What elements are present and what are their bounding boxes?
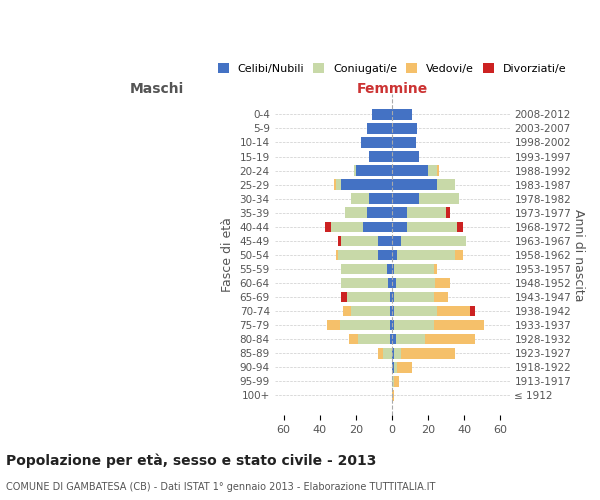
Bar (394, 306, 437, 316)
Bar (407, 208, 446, 218)
Text: Femmine: Femmine (356, 82, 428, 96)
Bar (341, 278, 388, 288)
Bar (372, 109, 392, 120)
Bar (446, 208, 450, 218)
Bar (367, 208, 392, 218)
Bar (334, 180, 336, 190)
Bar (392, 320, 394, 330)
Bar (341, 180, 392, 190)
Bar (345, 208, 367, 218)
Bar (390, 334, 392, 344)
Bar (392, 109, 412, 120)
Bar (392, 264, 394, 274)
Bar (394, 292, 434, 302)
Bar (394, 348, 401, 358)
Bar (377, 236, 392, 246)
Bar (349, 334, 358, 344)
Bar (386, 264, 392, 274)
Bar (338, 250, 377, 260)
Bar (392, 362, 394, 372)
Bar (395, 334, 425, 344)
Bar (361, 137, 392, 147)
Bar (341, 264, 386, 274)
Bar (392, 236, 401, 246)
Bar (392, 123, 418, 134)
Legend: Celibi/Nubili, Coniugati/e, Vedovi/e, Divorziati/e: Celibi/Nubili, Coniugati/e, Vedovi/e, Di… (213, 58, 571, 78)
Y-axis label: Fasce di età: Fasce di età (221, 218, 234, 292)
Text: Maschi: Maschi (130, 82, 184, 96)
Bar (392, 334, 395, 344)
Bar (437, 166, 439, 176)
Bar (392, 390, 394, 400)
Bar (392, 166, 428, 176)
Bar (350, 306, 390, 316)
Bar (392, 278, 395, 288)
Bar (331, 222, 363, 232)
Bar (434, 292, 448, 302)
Bar (341, 292, 347, 302)
Bar (392, 180, 437, 190)
Bar (392, 151, 419, 162)
Bar (341, 236, 377, 246)
Bar (358, 334, 390, 344)
Bar (356, 166, 392, 176)
Bar (392, 194, 419, 204)
Bar (327, 320, 340, 330)
Bar (343, 306, 350, 316)
Bar (392, 208, 407, 218)
Bar (407, 222, 457, 232)
Bar (394, 376, 399, 386)
Bar (397, 250, 455, 260)
Bar (336, 180, 341, 190)
Bar (437, 306, 470, 316)
Bar (392, 222, 407, 232)
Bar (470, 306, 475, 316)
Bar (419, 194, 459, 204)
Bar (392, 292, 394, 302)
Bar (354, 166, 356, 176)
Bar (392, 250, 397, 260)
Bar (392, 306, 394, 316)
Bar (436, 278, 450, 288)
Bar (455, 250, 463, 260)
Bar (347, 292, 390, 302)
Bar (428, 166, 437, 176)
Bar (336, 250, 338, 260)
Bar (434, 320, 484, 330)
Bar (394, 320, 434, 330)
Bar (425, 334, 475, 344)
Bar (392, 376, 394, 386)
Bar (390, 306, 392, 316)
Bar (434, 264, 437, 274)
Bar (350, 194, 368, 204)
Bar (377, 348, 383, 358)
Bar (368, 194, 392, 204)
Bar (392, 137, 416, 147)
Bar (325, 222, 331, 232)
Bar (457, 222, 463, 232)
Y-axis label: Anni di nascita: Anni di nascita (572, 208, 585, 301)
Bar (377, 250, 392, 260)
Bar (390, 320, 392, 330)
Bar (394, 362, 397, 372)
Bar (401, 348, 455, 358)
Bar (383, 348, 392, 358)
Bar (395, 278, 436, 288)
Bar (401, 236, 466, 246)
Bar (363, 222, 392, 232)
Bar (368, 151, 392, 162)
Bar (392, 348, 394, 358)
Bar (390, 292, 392, 302)
Text: COMUNE DI GAMBATESA (CB) - Dati ISTAT 1° gennaio 2013 - Elaborazione TUTTITALIA.: COMUNE DI GAMBATESA (CB) - Dati ISTAT 1°… (6, 482, 436, 492)
Bar (388, 278, 392, 288)
Bar (367, 123, 392, 134)
Bar (397, 362, 412, 372)
Bar (338, 236, 341, 246)
Bar (340, 320, 390, 330)
Text: Popolazione per età, sesso e stato civile - 2013: Popolazione per età, sesso e stato civil… (6, 453, 376, 468)
Bar (437, 180, 455, 190)
Bar (394, 264, 434, 274)
